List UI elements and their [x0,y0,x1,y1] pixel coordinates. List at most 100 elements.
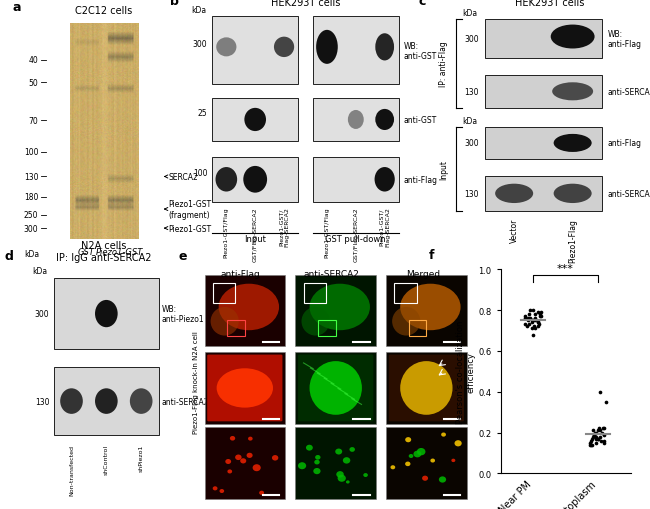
Point [530,315,540,323]
Bar [313,158,399,202]
Text: shPiezo1: shPiezo1 [138,444,144,471]
Text: Non-transfected: Non-transfected [69,444,74,495]
Circle shape [350,447,355,452]
Point [535,313,545,321]
Text: 300: 300 [465,35,479,44]
Circle shape [259,491,264,495]
FancyBboxPatch shape [207,355,283,421]
Ellipse shape [309,361,362,415]
Circle shape [230,436,235,441]
Text: anti-GST: anti-GST [404,116,437,125]
Text: e: e [179,249,187,262]
Circle shape [441,433,446,437]
Ellipse shape [216,167,237,192]
Text: IP: anti-Flag: IP: anti-Flag [439,41,448,87]
Point [587,441,597,449]
Ellipse shape [216,369,273,408]
Point [591,433,601,441]
Text: 300: 300 [192,40,207,49]
Circle shape [454,440,462,446]
Circle shape [409,454,413,458]
Text: b: b [170,0,179,8]
Circle shape [335,448,342,455]
Text: anti-Flag: anti-Flag [220,269,260,278]
Ellipse shape [216,38,237,58]
Bar [296,428,376,499]
Circle shape [298,462,306,469]
Bar [318,320,336,336]
Point [584,441,595,449]
Point [598,425,608,433]
Point [527,325,538,333]
Point [594,388,604,396]
Text: 25: 25 [198,109,207,118]
Text: kDa: kDa [462,117,477,126]
Point [524,321,534,329]
Point [586,437,596,445]
Text: HEK293T cells: HEK293T cells [515,0,584,8]
Text: Input: Input [244,235,266,244]
Text: f: f [429,249,434,262]
Text: GST/Flag-SERCA2: GST/Flag-SERCA2 [354,207,358,262]
Bar [205,428,285,499]
Circle shape [430,459,435,463]
Text: 300: 300 [465,139,479,148]
Point [528,331,538,339]
Circle shape [315,455,320,460]
Point [525,306,535,315]
Point [528,317,538,325]
Circle shape [422,476,428,481]
Point [533,319,543,327]
Ellipse shape [552,83,593,101]
Bar [485,127,602,160]
Text: Piezo1-GST/Flag: Piezo1-GST/Flag [324,207,330,258]
Ellipse shape [218,284,279,330]
Ellipse shape [554,184,592,204]
Bar [485,76,602,108]
Point [523,317,534,325]
Ellipse shape [551,25,595,49]
Point [533,319,543,327]
Text: SERCA2: SERCA2 [164,173,198,182]
Point [519,313,530,321]
Point [588,427,598,435]
Point [593,435,603,443]
Text: 100: 100 [192,168,207,178]
Ellipse shape [554,134,592,153]
Bar [304,284,326,304]
Text: Piezo1-GST/
Flag-SERCA2: Piezo1-GST/ Flag-SERCA2 [279,207,289,247]
Ellipse shape [495,184,533,204]
Text: 130: 130 [35,397,49,406]
Bar [212,99,298,142]
Point [534,310,545,319]
Ellipse shape [274,38,294,58]
Point [528,323,539,331]
Text: Piezo1-GST/Flag: Piezo1-GST/Flag [224,207,229,258]
Text: N2A cells
IP: IgG anti-SERCA2: N2A cells IP: IgG anti-SERCA2 [57,241,151,263]
Circle shape [405,437,411,442]
Point [584,439,595,447]
Point [587,435,597,443]
Point [520,321,530,329]
Text: 250: 250 [24,211,38,220]
Point [586,441,596,449]
Circle shape [346,480,350,484]
Point [530,325,540,333]
Point [599,431,610,439]
Circle shape [306,445,313,451]
Point [599,425,609,433]
Circle shape [227,469,232,473]
Bar [54,278,159,350]
Bar [205,275,285,347]
Circle shape [363,473,368,477]
Ellipse shape [316,31,338,65]
Point [595,427,605,435]
Point [522,323,532,331]
Text: Input: Input [439,159,448,179]
Circle shape [413,451,421,458]
Point [595,433,606,441]
Text: shControl: shControl [104,444,109,474]
Point [588,433,598,441]
Circle shape [272,455,278,461]
Point [589,431,599,439]
